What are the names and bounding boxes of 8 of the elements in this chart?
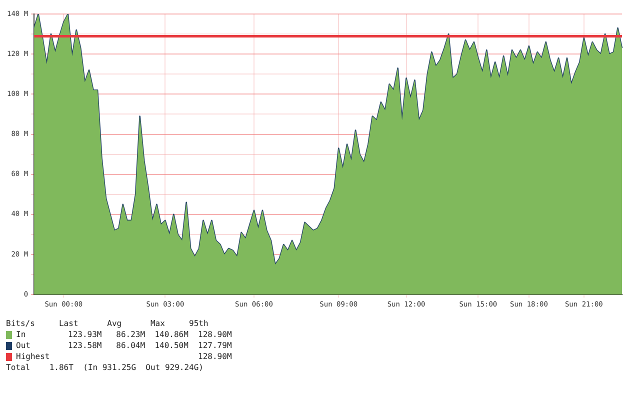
text: 128.90M <box>197 351 232 362</box>
text: Total 1.86T (In 931.25G Out 929.24G) <box>6 362 204 373</box>
legend-label: Highest <box>16 351 51 362</box>
text: 123.58M 86.04M 140.50M 127.79M <box>68 340 232 351</box>
text: 123.93M 86.23M 140.86M 128.90M <box>68 329 232 340</box>
legend-label: Out <box>16 340 32 351</box>
legend-label: In <box>16 329 27 340</box>
text: Bits/s Last Avg Max 95th <box>6 318 210 329</box>
